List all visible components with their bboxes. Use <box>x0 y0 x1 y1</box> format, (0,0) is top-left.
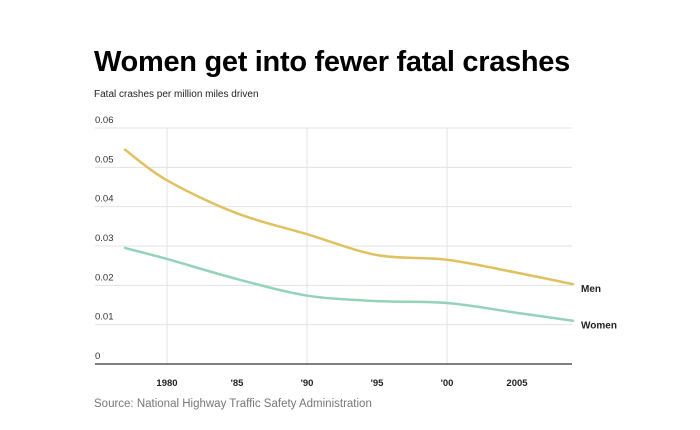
y-tick-label: 0.04 <box>95 194 114 205</box>
series-line-men <box>123 148 575 286</box>
y-tick-label: 0.02 <box>95 272 114 283</box>
x-axis-ticks: 1980 '85 '90 '95 '00 2005 <box>156 378 528 389</box>
gridlines <box>95 127 572 365</box>
y-axis-ticks: 0 0.01 0.02 0.03 0.04 0.05 0.06 <box>95 115 114 362</box>
x-tick-label: '85 <box>231 378 245 389</box>
x-tick-label: '00 <box>441 378 454 389</box>
x-tick-label: 2005 <box>506 378 528 389</box>
x-tick-label: '90 <box>301 378 314 389</box>
y-tick-label: 0.05 <box>95 154 114 165</box>
chart-title: Women get into fewer fatal crashes <box>94 46 570 78</box>
series-label-women: Women <box>581 321 617 332</box>
x-tick-label: '95 <box>371 378 385 389</box>
legend: Men Women <box>581 284 617 332</box>
y-tick-label: 0 <box>95 351 100 362</box>
series-lines <box>123 148 575 322</box>
series-line-women <box>123 246 575 322</box>
x-tick-label: 1980 <box>156 378 177 389</box>
source-note: Source: National Highway Traffic Safety … <box>94 398 372 410</box>
y-tick-label: 0.06 <box>95 115 114 126</box>
y-tick-label: 0.01 <box>95 312 114 323</box>
series-label-men: Men <box>581 284 601 295</box>
chart-subtitle: Fatal crashes per million miles driven <box>94 89 259 100</box>
y-tick-label: 0.03 <box>95 233 114 244</box>
